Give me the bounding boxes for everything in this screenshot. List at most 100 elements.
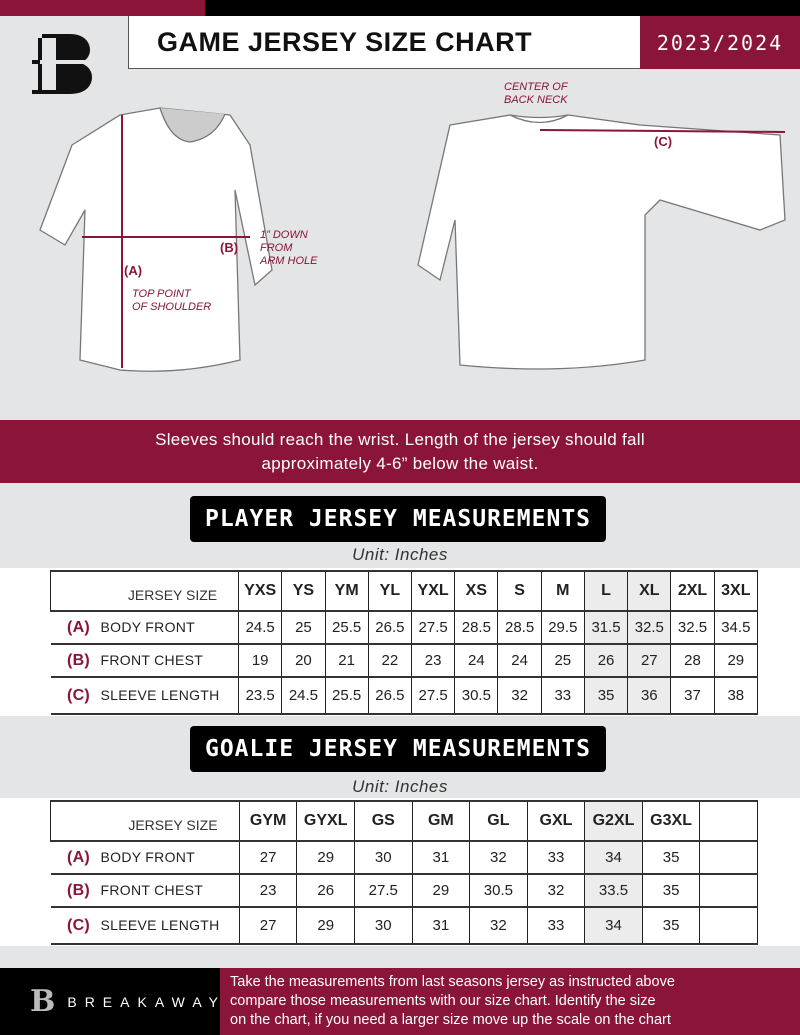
measurement-cell: 31 — [411, 840, 471, 875]
measurement-cell: 33 — [526, 840, 586, 875]
center-back-neck-label: CENTER OF BACK NECK — [504, 81, 568, 106]
measurement-cell: 35 — [641, 906, 701, 945]
size-column-header: GM — [411, 800, 471, 842]
measurement-cell: 38 — [713, 676, 759, 715]
measurement-cell: 25 — [281, 610, 326, 645]
size-column-header: YXL — [410, 570, 456, 612]
measurement-cell: 29.5 — [540, 610, 585, 645]
table-row: (A) BODY FRONT 24.5 25 25.5 26.5 27.5 28.5 28.5 2… — [50, 610, 759, 645]
measurement-cell: 35 — [641, 873, 701, 908]
measurement-cell: 28 — [670, 643, 715, 678]
player-unit: Unit: Inches — [352, 545, 448, 564]
footer-instructions: Take the measurements from last seasons … — [220, 968, 800, 1035]
measurement-cell: 27.5 — [410, 610, 456, 645]
measurement-cell: 34.5 — [713, 610, 759, 645]
measurement-cell: 26.5 — [367, 676, 413, 715]
top-bar-dark — [205, 0, 800, 16]
measurement-cell: 26 — [583, 643, 629, 678]
label-a: (A) — [124, 263, 143, 278]
size-column-header: YS — [281, 570, 326, 612]
footer-logo-icon: B — [30, 984, 56, 1019]
measurement-cell: 25 — [540, 643, 585, 678]
size-column-header: 3XL — [713, 570, 759, 612]
size-column-header: L — [583, 570, 629, 612]
size-column-header: GS — [353, 800, 413, 842]
measurement-cell: 33 — [526, 906, 586, 945]
measurement-label: (C) SLEEVE LENGTH — [50, 906, 240, 945]
measurement-cell: 36 — [627, 676, 672, 715]
size-column-header: XL — [627, 570, 672, 612]
measurement-cell: 33 — [540, 676, 585, 715]
measurement-cell: 19 — [238, 643, 283, 678]
size-column-header: GL — [469, 800, 528, 842]
measurement-label: (A) BODY FRONT — [50, 610, 240, 645]
measurement-cell: 31 — [411, 906, 471, 945]
measurement-cell: 34 — [584, 840, 643, 875]
measurement-cell: 24.5 — [238, 610, 283, 645]
measurement-cell — [699, 906, 758, 945]
measurement-cell: 21 — [324, 643, 369, 678]
measurement-label: (B) FRONT CHEST — [50, 873, 240, 908]
goalie-size-table: JERSEY SIZE GYM GYXL GS GM GL GXL G2XL G3XL (A) BO… — [50, 800, 758, 945]
measurement-cell — [699, 840, 758, 875]
measurement-label: (C) SLEEVE LENGTH — [50, 676, 240, 715]
back-jersey — [417, 114, 786, 370]
table-row: (B) FRONT CHEST 19 20 21 22 23 24 24 25 26 27 28 29 — [50, 643, 759, 678]
measurement-cell: 30.5 — [454, 676, 499, 715]
measurement-cell: 30 — [353, 906, 413, 945]
player-size-table: JERSEY SIZE YXS YS YM YL YXL XS S M L XL 2XL 3XL (A) B… — [49, 570, 759, 715]
measurement-cell: 32 — [526, 873, 586, 908]
measurement-cell: 26.5 — [367, 610, 413, 645]
size-column-header: YXS — [238, 570, 283, 612]
fit-instructions-banner: Sleeves should reach the wrist. Length o… — [0, 420, 800, 483]
top-bar-accent — [0, 0, 205, 16]
measurement-cell: 24.5 — [281, 676, 326, 715]
measurement-cell: 27 — [238, 906, 298, 945]
measurement-cell: 32 — [497, 676, 542, 715]
measurement-cell: 20 — [281, 643, 326, 678]
size-column-header: S — [497, 570, 542, 612]
player-section-title: PLAYER JERSEY MEASUREMENTS — [190, 496, 606, 542]
size-column-header: YL — [367, 570, 413, 612]
table-row: (C) SLEEVE LENGTH 23.5 24.5 25.5 26.5 27.5 30.5… — [50, 676, 759, 715]
measurement-cell: 28.5 — [454, 610, 499, 645]
label-a-description: TOP POINT OF SHOULDER — [132, 288, 212, 313]
measurement-cell: 33.5 — [584, 873, 643, 908]
size-column-header: M — [540, 570, 585, 612]
measurement-cell: 35 — [583, 676, 629, 715]
measurement-cell: 30 — [353, 840, 413, 875]
measurement-cell: 24 — [454, 643, 499, 678]
footer-brand: B BREAKAWAY — [0, 968, 220, 1035]
size-column-header: XS — [454, 570, 499, 612]
measurement-cell: 24 — [497, 643, 542, 678]
goalie-unit: Unit: Inches — [352, 777, 448, 796]
size-column-header: GXL — [526, 800, 586, 842]
measurement-cell: 34 — [584, 906, 643, 945]
table-row: (B) FRONT CHEST 23 26 27.5 29 30.5 32 33.5 35 — [50, 873, 758, 908]
measurement-cell: 31.5 — [583, 610, 629, 645]
measurement-cell: 30.5 — [469, 873, 528, 908]
table-row: (A) BODY FRONT 27 29 30 31 32 33 34 35 — [50, 840, 758, 875]
size-header: JERSEY SIZE — [49, 570, 240, 612]
size-column-header: GYM — [238, 800, 298, 842]
measurement-cell: 27.5 — [353, 873, 413, 908]
label-b: (B) — [220, 240, 239, 255]
goalie-section-title: GOALIE JERSEY MEASUREMENTS — [190, 726, 606, 772]
brand-logo — [28, 28, 98, 98]
size-column-header: 2XL — [670, 570, 715, 612]
measurement-label: (A) BODY FRONT — [50, 840, 240, 875]
size-column-header: GYXL — [296, 800, 355, 842]
measurement-cell: 29 — [296, 840, 355, 875]
measurement-cell: 29 — [411, 873, 471, 908]
measurement-cell: 26 — [296, 873, 355, 908]
measurement-cell: 23 — [238, 873, 298, 908]
measurement-cell: 22 — [367, 643, 413, 678]
front-jersey — [39, 107, 273, 372]
size-header: JERSEY SIZE — [50, 800, 240, 842]
measurement-cell: 35 — [641, 840, 701, 875]
size-column-header — [699, 800, 758, 842]
label-c: (C) — [654, 134, 673, 149]
measurement-label: (B) FRONT CHEST — [50, 643, 240, 678]
measurement-cell: 32.5 — [670, 610, 715, 645]
measurement-cell: 25.5 — [324, 676, 369, 715]
